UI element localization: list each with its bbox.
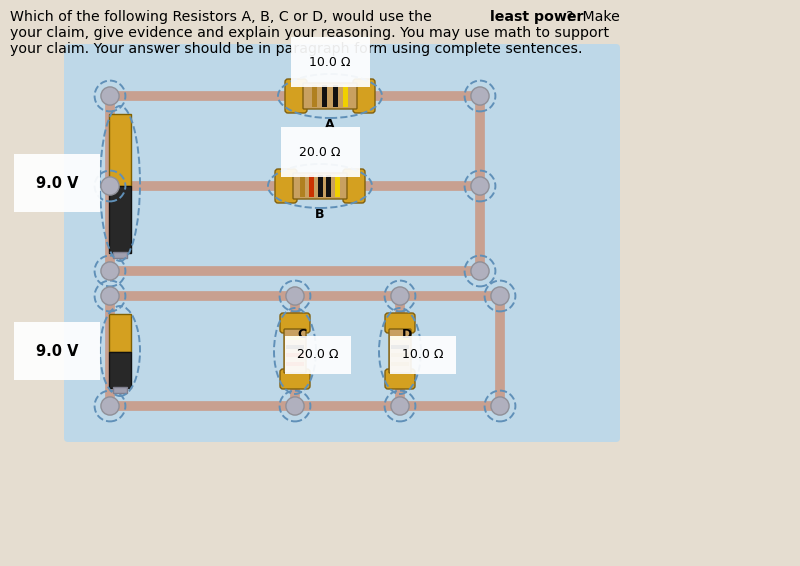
Text: your claim, give evidence and explain your reasoning. You may use math to suppor: your claim, give evidence and explain yo…: [10, 26, 609, 40]
Bar: [113, 387, 127, 393]
Bar: [312, 85, 317, 107]
Circle shape: [491, 287, 509, 305]
Text: ?  Make: ? Make: [566, 10, 620, 24]
Circle shape: [286, 287, 304, 305]
Bar: [391, 345, 409, 349]
Text: A: A: [325, 118, 335, 131]
Circle shape: [471, 87, 489, 105]
Bar: [333, 85, 338, 107]
Text: your claim. Your answer should be in paragraph form using complete sentences.: your claim. Your answer should be in par…: [10, 42, 582, 56]
Bar: [335, 175, 340, 197]
FancyBboxPatch shape: [385, 313, 415, 333]
Bar: [286, 353, 304, 357]
Text: 10.0 Ω: 10.0 Ω: [310, 55, 350, 68]
Circle shape: [471, 262, 489, 280]
FancyBboxPatch shape: [389, 329, 411, 373]
Bar: [109, 186, 131, 253]
FancyBboxPatch shape: [293, 173, 347, 199]
Text: 9.0 V: 9.0 V: [35, 175, 78, 191]
Bar: [391, 362, 409, 366]
Bar: [300, 175, 305, 197]
Bar: [309, 175, 314, 197]
Text: 10.0 Ω: 10.0 Ω: [402, 349, 443, 362]
Circle shape: [101, 287, 119, 305]
FancyBboxPatch shape: [385, 369, 415, 389]
Circle shape: [471, 177, 489, 195]
Circle shape: [491, 397, 509, 415]
Bar: [391, 336, 409, 340]
FancyBboxPatch shape: [284, 329, 306, 373]
Circle shape: [101, 177, 119, 195]
FancyBboxPatch shape: [353, 79, 375, 113]
Bar: [326, 175, 331, 197]
Bar: [322, 85, 327, 107]
Circle shape: [391, 287, 409, 305]
FancyBboxPatch shape: [275, 169, 297, 203]
Bar: [391, 353, 409, 357]
Circle shape: [101, 262, 119, 280]
Text: D: D: [402, 328, 412, 341]
Text: 9.0 V: 9.0 V: [35, 344, 78, 358]
FancyBboxPatch shape: [285, 79, 307, 113]
Bar: [109, 114, 131, 186]
Bar: [318, 175, 322, 197]
Bar: [109, 314, 131, 353]
Circle shape: [101, 397, 119, 415]
Text: 20.0 Ω: 20.0 Ω: [297, 349, 338, 362]
Text: 20.0 Ω: 20.0 Ω: [299, 145, 341, 158]
Circle shape: [391, 397, 409, 415]
FancyBboxPatch shape: [303, 83, 357, 109]
Text: Which of the following Resistors A, B, C or D, would use the: Which of the following Resistors A, B, C…: [10, 10, 436, 24]
FancyBboxPatch shape: [343, 169, 365, 203]
Bar: [286, 345, 304, 349]
FancyBboxPatch shape: [280, 313, 310, 333]
FancyBboxPatch shape: [64, 44, 620, 442]
Bar: [343, 85, 348, 107]
Bar: [113, 252, 127, 258]
Bar: [109, 353, 131, 388]
Text: C: C: [297, 328, 306, 341]
Circle shape: [101, 87, 119, 105]
Bar: [286, 336, 304, 340]
FancyBboxPatch shape: [280, 369, 310, 389]
Text: least power: least power: [490, 10, 583, 24]
Bar: [286, 362, 304, 366]
Circle shape: [286, 397, 304, 415]
Text: B: B: [315, 208, 325, 221]
